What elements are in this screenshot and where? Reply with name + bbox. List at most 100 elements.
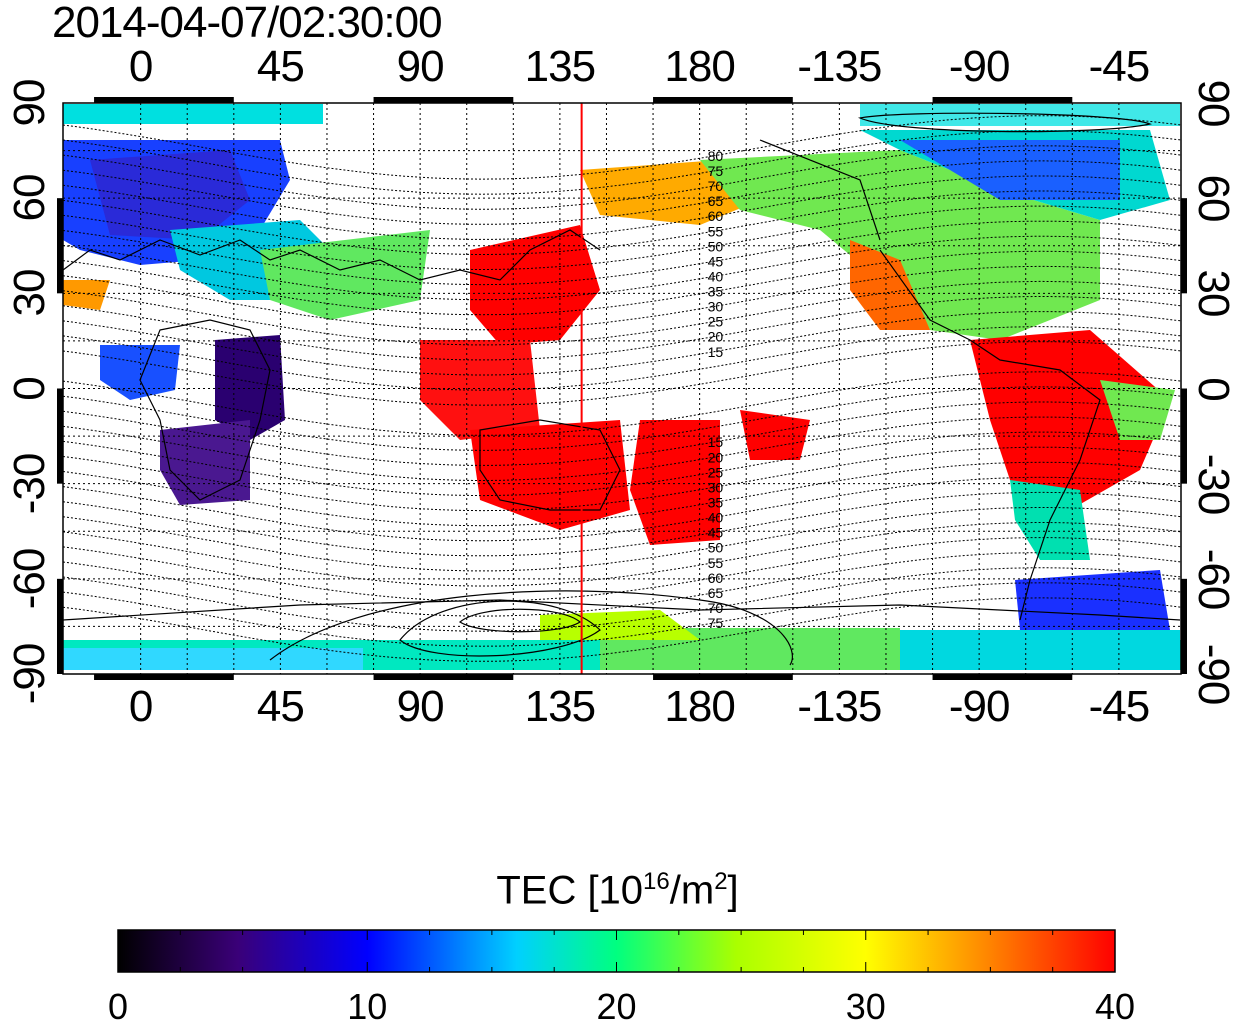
x-tick-label: 135 <box>524 682 596 731</box>
border-bar <box>57 388 63 484</box>
contour-line <box>63 431 1181 497</box>
contour-label: 15 <box>708 434 724 450</box>
x-tick-label: 0 <box>128 42 154 91</box>
contour-label: 35 <box>708 494 724 510</box>
y-tick-label: 60 <box>5 174 54 222</box>
contour-line <box>63 205 1181 271</box>
contour-line <box>63 491 1181 557</box>
contour-label: 25 <box>708 314 724 330</box>
contour-label: 20 <box>708 449 724 465</box>
contour-labels: 8075706560555045403530252015152025303540… <box>708 148 724 631</box>
border-bar <box>57 578 63 674</box>
contour-label: 15 <box>708 344 724 360</box>
contour-label: 60 <box>708 208 724 224</box>
border-bar <box>94 97 234 103</box>
contour-label: 50 <box>708 238 724 254</box>
border-bar <box>653 674 793 680</box>
contour-line <box>63 567 1181 632</box>
y-tick-label: 90 <box>5 79 54 127</box>
x-tick-label: -135 <box>797 42 882 91</box>
y-tick-label: 0 <box>1189 376 1235 401</box>
border-bar <box>94 674 234 680</box>
colorbar-tick-label: 0 <box>107 986 129 1027</box>
colorbar-tick-label: 20 <box>596 986 637 1027</box>
contour-label: 65 <box>708 585 724 601</box>
y-tick-label: -60 <box>5 548 54 610</box>
contour-line <box>63 175 1181 240</box>
contour-label: 70 <box>708 178 724 194</box>
y-tick-label: 60 <box>1189 174 1235 222</box>
contour-line <box>63 386 1181 451</box>
contour-line <box>63 250 1181 316</box>
colorbar-title-prefix: TEC [10 <box>496 868 644 913</box>
x-tick-label: 90 <box>396 682 445 731</box>
contour-line <box>63 521 1181 587</box>
contour-label: 65 <box>708 193 724 209</box>
x-tick-label: -90 <box>948 42 1011 91</box>
colorbar-tick-label: 40 <box>1094 986 1136 1027</box>
colorbar-tick-label: 30 <box>845 986 886 1027</box>
x-tick-label: 90 <box>396 42 445 91</box>
contour-label: 40 <box>708 268 724 284</box>
contour-line <box>63 190 1181 256</box>
y-tick-label: 30 <box>1189 269 1235 317</box>
y-tick-label: -90 <box>5 643 54 705</box>
colorbar-title-unit: /m <box>669 868 715 913</box>
y-tick-label: 90 <box>1189 79 1235 127</box>
magnetic-latitude-contours <box>63 115 1181 662</box>
x-tick-label: 180 <box>664 42 735 91</box>
contour-line <box>63 280 1181 346</box>
tec-data-layer <box>63 104 1181 670</box>
x-tick-label: 0 <box>128 682 154 731</box>
contour-line <box>63 145 1181 210</box>
contour-label: 30 <box>708 299 724 315</box>
border-bar <box>373 674 514 680</box>
contour-label: 60 <box>708 570 724 586</box>
map-title: 2014-04-07/02:30:00 <box>52 0 443 47</box>
y-tick-label: -60 <box>1189 548 1235 610</box>
contour-line <box>63 220 1181 286</box>
border-bar <box>932 97 1073 103</box>
y-tick-label: 0 <box>5 376 54 401</box>
contour-line <box>63 326 1181 391</box>
contour-line <box>63 597 1181 662</box>
y-tick-label: -30 <box>5 453 54 514</box>
colorbar-title: TEC [1016/m2] <box>0 868 1235 913</box>
colorbar-title-suffix: ] <box>727 868 739 913</box>
contour-line <box>63 537 1181 602</box>
x-tick-label: -90 <box>948 682 1011 731</box>
contour-line <box>63 401 1181 466</box>
x-tick-label: 45 <box>256 42 305 91</box>
contour-line <box>63 552 1181 617</box>
colorbar-ticks <box>117 930 1116 972</box>
border-bar <box>57 198 63 294</box>
contour-label: 45 <box>708 525 724 541</box>
colorbar-title-exp2: 2 <box>714 868 728 895</box>
contour-label: 50 <box>708 540 724 556</box>
contour-label: 75 <box>708 615 724 631</box>
contour-label: 80 <box>708 148 724 164</box>
contour-label: 55 <box>708 555 724 571</box>
border-bar <box>932 674 1073 680</box>
contour-label: 35 <box>708 284 724 300</box>
contour-line <box>63 416 1181 482</box>
contour-line <box>63 295 1181 361</box>
contour-label: 20 <box>708 329 724 345</box>
contour-label: 75 <box>708 163 724 179</box>
x-tick-label: 135 <box>524 42 596 91</box>
contour-line <box>63 160 1181 225</box>
y-tick-label: 30 <box>5 269 54 317</box>
border-bar <box>373 97 514 103</box>
y-tick-label: -30 <box>1189 453 1235 514</box>
contour-line <box>63 115 1181 180</box>
border-bar <box>1181 388 1187 484</box>
colorbar-title-exp1: 16 <box>643 868 670 895</box>
contour-line <box>63 371 1181 436</box>
x-tick-label: -135 <box>797 682 882 731</box>
contour-label: 30 <box>708 479 724 495</box>
contour-line <box>63 582 1181 647</box>
colorbar-tick-label: 10 <box>347 986 388 1027</box>
border-bar <box>1181 578 1187 674</box>
